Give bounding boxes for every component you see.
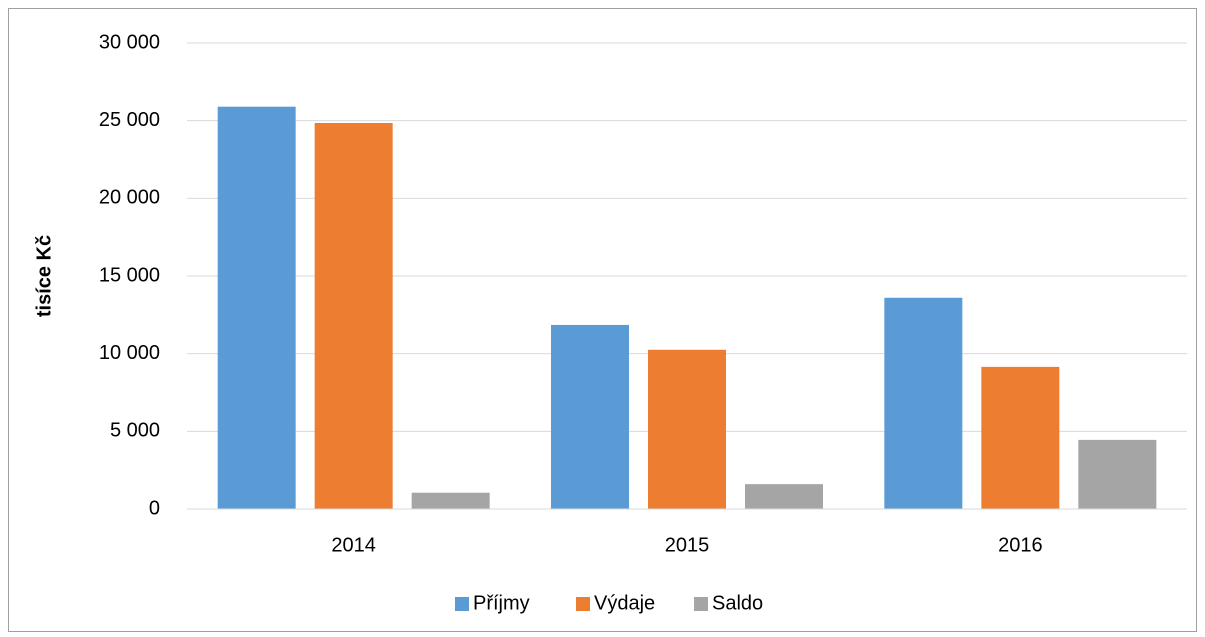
bar (981, 366, 1060, 509)
legend-label: Saldo (712, 592, 763, 614)
x-tick-label: 2016 (998, 534, 1043, 556)
bar (745, 484, 823, 509)
bar (217, 106, 296, 509)
chart-border (8, 8, 1197, 632)
legend-swatch (455, 597, 469, 611)
bar (1078, 439, 1157, 509)
y-tick-label: 15 000 (99, 264, 160, 286)
y-tick-label: 5 000 (110, 420, 160, 442)
bar (884, 297, 963, 509)
bar (551, 324, 629, 509)
legend-swatch (694, 597, 708, 611)
y-tick-label: 10 000 (99, 342, 160, 364)
x-tick-label: 2014 (331, 534, 376, 556)
bar (314, 122, 393, 509)
bar (411, 492, 490, 509)
y-tick-label: 25 000 (99, 109, 160, 131)
legend-label: Příjmy (473, 592, 530, 614)
bar (648, 349, 726, 509)
x-tick-label: 2015 (665, 534, 710, 556)
legend-label: Výdaje (594, 592, 655, 614)
legend-swatch (576, 597, 590, 611)
y-tick-label: 0 (149, 497, 160, 519)
y-axis-label: tisíce Kč (33, 235, 55, 317)
y-tick-label: 30 000 (99, 31, 160, 53)
y-tick-label: 20 000 (99, 187, 160, 209)
